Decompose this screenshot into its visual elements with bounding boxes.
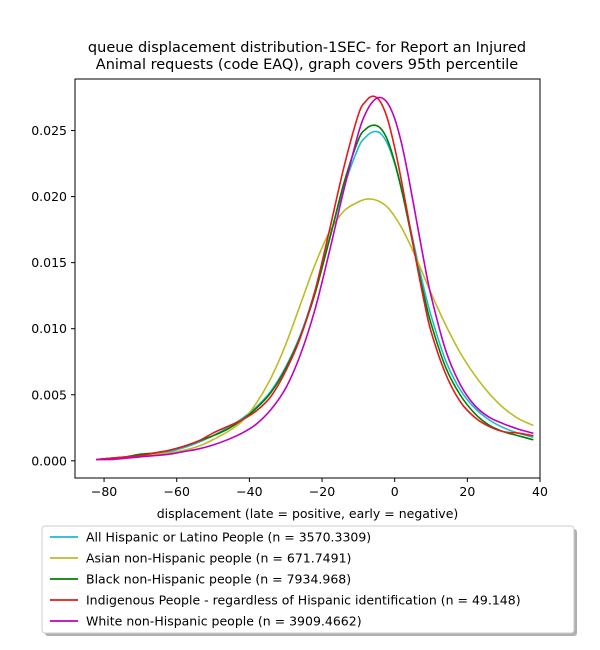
x-tick-label: 40 [532,484,548,499]
chart-title-line: queue displacement distribution-1SEC- fo… [88,40,526,56]
plot-area-frame [74,78,541,479]
series-line-1 [96,130,534,461]
legend-box [41,525,575,634]
x-tick-label: −60 [164,484,190,499]
legend-entry-label: White non-Hispanic people (n = 3909.4662… [86,614,362,629]
x-tick-label: −80 [91,484,117,499]
y-tick-label: 0.025 [31,123,67,138]
chart-title-line: Animal requests (code EAQ), graph covers… [96,57,518,73]
x-tick-label: −20 [309,484,335,499]
series-line-2 [96,198,534,461]
y-tick-label: 0.015 [31,255,67,270]
y-tick-label: 0.000 [31,453,67,468]
x-tick-label: −40 [236,484,262,499]
x-tick-label: 0 [391,484,399,499]
y-tick-label: 0.005 [31,387,67,402]
y-tick-label: 0.020 [31,189,67,204]
y-tick-label: 0.010 [31,321,67,336]
x-axis-label: displacement (late = positive, early = n… [157,506,459,521]
legend-entry-label: Black non-Hispanic people (n = 7934.968) [86,572,351,587]
series-line-4 [96,95,534,461]
x-tick-label: 20 [459,484,475,499]
legend-entry-label: Indigenous People - regardless of Hispan… [86,593,521,608]
y-axis: 0.000 0.005 0.010 0.015 0.020 0.025 [31,123,75,468]
series-line-5 [96,96,534,461]
chart-title: queue displacement distribution-1SEC- fo… [88,40,526,73]
legend-entry-label: All Hispanic or Latino People (n = 3570.… [86,530,371,545]
x-axis: −80 −60 −40 −20 0 20 40 [91,478,548,499]
legend-entry-label: Asian non-Hispanic people (n = 671.7491) [86,551,351,566]
legend: All Hispanic or Latino People (n = 3570.… [41,525,577,636]
series-lines [96,95,534,461]
